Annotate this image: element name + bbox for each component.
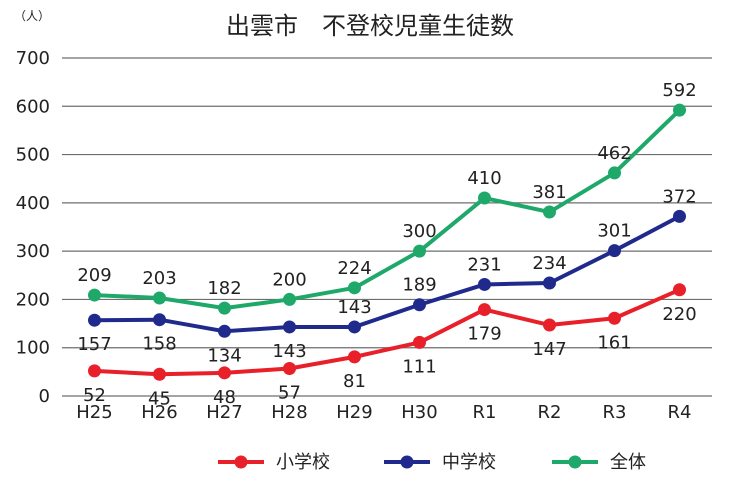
data-point — [543, 318, 556, 332]
data-point — [218, 366, 231, 380]
x-tick-label: R4 — [668, 402, 692, 423]
x-axis-ticks: H25 H26 H27 H28 H29 H30 R1 R2 R3 R4 — [76, 402, 691, 423]
legend-label: 全体 — [610, 452, 646, 473]
y-axis-unit: （人） — [14, 9, 50, 23]
data-label: 147 — [532, 339, 566, 360]
data-label: 158 — [142, 334, 176, 355]
data-label: 81 — [343, 371, 366, 392]
series-line — [94, 214, 681, 334]
legend-marker — [234, 455, 248, 469]
data-point — [283, 361, 296, 375]
data-label: 57 — [278, 382, 301, 403]
data-point — [478, 303, 491, 317]
data-label: 234 — [532, 253, 566, 274]
data-label: 189 — [402, 275, 436, 296]
data-point — [88, 364, 101, 378]
x-tick-label: R1 — [473, 402, 497, 423]
x-tick-label: H30 — [401, 402, 437, 423]
data-label: 381 — [532, 182, 566, 203]
data-point — [153, 313, 166, 327]
data-point — [413, 244, 426, 258]
legend-marker — [568, 455, 582, 469]
chart-title: 出雲市 不登校児童生徒数 — [226, 12, 514, 40]
data-label: 143 — [337, 297, 371, 318]
data-label: 301 — [597, 221, 631, 242]
data-label: 161 — [597, 332, 631, 353]
y-tick-label: 400 — [16, 193, 50, 214]
data-point — [608, 244, 621, 258]
data-label: 157 — [77, 334, 111, 355]
y-tick-label: 100 — [16, 338, 50, 359]
x-tick-label: H29 — [336, 402, 372, 423]
data-label: 209 — [77, 265, 111, 286]
data-label: 52 — [83, 385, 106, 406]
data-label: 462 — [597, 143, 631, 164]
data-label: 143 — [272, 341, 306, 362]
data-point — [413, 335, 426, 349]
legend: 小学校 中学校 全体 — [218, 452, 646, 473]
data-point — [413, 298, 426, 312]
series-points — [88, 103, 686, 381]
data-label: 48 — [213, 387, 236, 408]
x-tick-label: H25 — [76, 402, 112, 423]
data-point — [608, 311, 621, 325]
x-tick-label: R2 — [538, 402, 562, 423]
y-tick-label: 300 — [16, 241, 50, 262]
y-tick-label: 600 — [16, 96, 50, 117]
legend-label: 中学校 — [442, 452, 496, 473]
data-label: 203 — [142, 268, 176, 289]
data-label: 200 — [272, 269, 306, 290]
data-point — [153, 367, 166, 381]
x-tick-label: R3 — [603, 402, 627, 423]
data-label: 410 — [467, 168, 501, 189]
data-point — [478, 191, 491, 205]
data-label: 111 — [402, 356, 436, 377]
data-point — [543, 205, 556, 219]
y-tick-label: 700 — [16, 48, 50, 69]
data-label: 182 — [207, 278, 241, 299]
data-point — [478, 277, 491, 291]
data-label: 45 — [148, 388, 171, 409]
series-lines — [94, 108, 681, 377]
data-point — [88, 288, 101, 302]
data-point — [543, 276, 556, 290]
y-tick-label: 0 — [39, 386, 50, 407]
data-label: 231 — [467, 254, 501, 275]
data-point — [283, 320, 296, 334]
data-point — [88, 313, 101, 327]
legend-label: 小学校 — [276, 452, 330, 473]
data-point — [673, 283, 686, 297]
y-tick-label: 200 — [16, 289, 50, 310]
data-label: 220 — [662, 304, 696, 325]
data-label: 134 — [207, 345, 241, 366]
data-point — [218, 301, 231, 315]
data-point — [673, 209, 686, 223]
data-label: 300 — [402, 221, 436, 242]
data-point — [348, 320, 361, 334]
data-label: 592 — [662, 80, 696, 101]
data-point — [608, 166, 621, 180]
x-tick-label: H26 — [141, 402, 177, 423]
y-tick-label: 500 — [16, 145, 50, 166]
data-point — [348, 281, 361, 295]
series-line — [94, 287, 681, 377]
legend-marker — [400, 455, 414, 469]
data-point — [153, 291, 166, 305]
data-label: 179 — [467, 324, 501, 345]
x-tick-label: H27 — [206, 402, 242, 423]
data-labels: 52 45 48 57 81 111 179 147 161 220 157 158 134 143 143… — [77, 80, 696, 409]
data-point — [283, 292, 296, 306]
data-label: 224 — [337, 258, 371, 279]
data-point — [218, 324, 231, 338]
y-axis-ticks: 0 100 200 300 400 500 600 700 — [16, 48, 50, 407]
series-line — [94, 108, 681, 311]
data-point — [673, 103, 686, 117]
x-tick-label: H28 — [271, 402, 307, 423]
data-point — [348, 350, 361, 364]
data-label: 372 — [662, 186, 696, 207]
